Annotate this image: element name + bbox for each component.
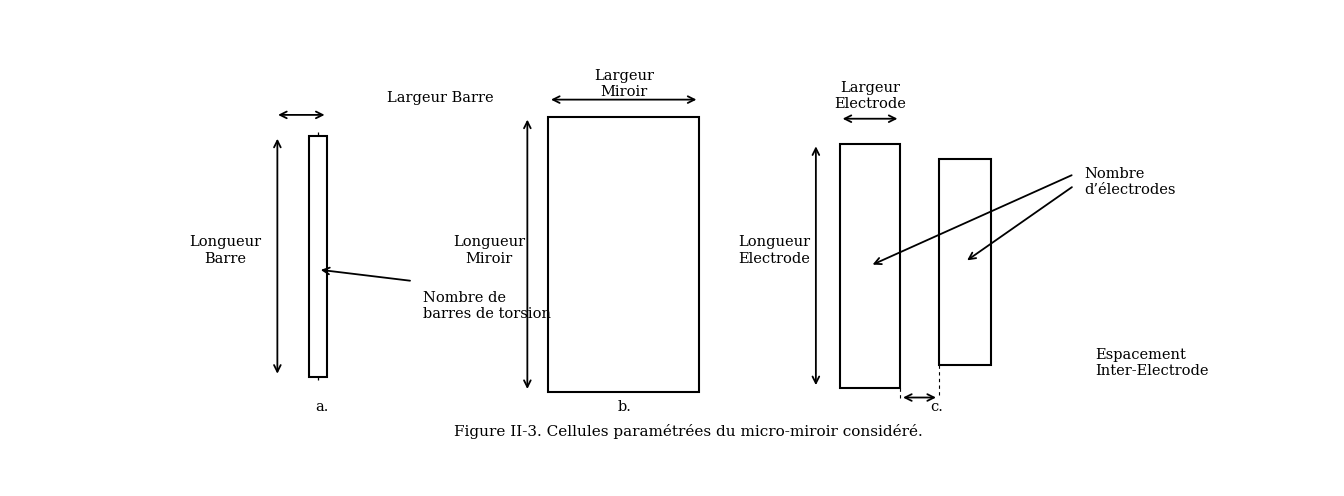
Text: b.: b.: [617, 400, 632, 414]
Bar: [840, 143, 900, 388]
Bar: [309, 136, 328, 376]
Text: Espacement
Inter-Electrode: Espacement Inter-Electrode: [1095, 348, 1208, 378]
Text: c.: c.: [930, 400, 943, 414]
Bar: [548, 117, 699, 392]
Text: Longueur
Barre: Longueur Barre: [190, 236, 261, 265]
Text: a.: a.: [316, 400, 329, 414]
Text: Largeur Barre: Largeur Barre: [387, 91, 493, 105]
Text: Nombre
d’électrodes: Nombre d’électrodes: [1085, 167, 1176, 197]
Text: Longueur
Miroir: Longueur Miroir: [453, 236, 526, 265]
Text: Figure II-3. Cellules paramétrées du micro-miroir considéré.: Figure II-3. Cellules paramétrées du mic…: [454, 425, 923, 439]
Text: Nombre de
barres de torsion: Nombre de barres de torsion: [423, 291, 551, 321]
Text: Largeur
Electrode: Largeur Electrode: [835, 81, 906, 111]
Text: Largeur
Miroir: Largeur Miroir: [594, 69, 655, 99]
Text: Longueur
Electrode: Longueur Electrode: [738, 236, 810, 265]
Bar: [938, 159, 991, 365]
